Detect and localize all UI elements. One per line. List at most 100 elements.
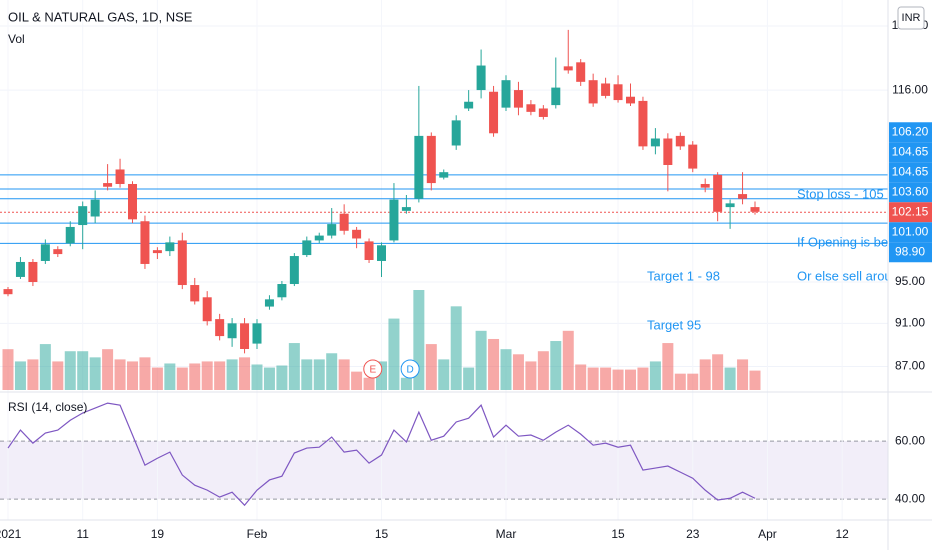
candle-body — [140, 221, 150, 264]
y-tick-label: 91.00 — [895, 315, 925, 329]
annotation: If Opening is below — [797, 234, 908, 249]
candle-body — [90, 199, 100, 217]
candle-body — [576, 62, 586, 82]
price-level-label: 106.20 — [892, 124, 929, 138]
x-tick-label: 15 — [611, 527, 625, 541]
y-tick-label: 116.00 — [892, 82, 928, 96]
volume-bar — [488, 338, 500, 390]
candle-body — [725, 203, 735, 208]
candle-body — [675, 135, 685, 147]
volume-bar — [313, 359, 325, 390]
volume-bar — [425, 344, 437, 390]
x-tick-label: Apr — [758, 527, 777, 541]
volume-bar — [263, 367, 275, 390]
volume-bar — [27, 359, 39, 390]
price-level-tag — [889, 242, 932, 263]
volume-bar — [363, 377, 375, 390]
candle-body — [464, 101, 474, 109]
candle-body — [750, 207, 760, 212]
candle-body — [314, 235, 324, 241]
volume-bar — [600, 367, 612, 390]
volume-bar — [89, 357, 101, 390]
candle-body — [202, 297, 212, 322]
volume-bar — [288, 343, 300, 390]
y-tick-label: 95.00 — [895, 274, 925, 288]
rsi-tick-label: 40.00 — [895, 491, 925, 505]
event-label: D — [407, 365, 414, 376]
price-level-label: 102.15 — [892, 204, 929, 218]
rsi-band — [0, 441, 888, 500]
candle-body — [377, 245, 386, 261]
rsi-tick-label: 60.00 — [895, 433, 925, 447]
price-level-label: 103.60 — [892, 184, 929, 198]
candle-body — [501, 80, 511, 108]
volume-bar — [737, 359, 749, 390]
volume-bar — [438, 359, 450, 390]
volume-bar — [351, 371, 363, 390]
candle-body — [526, 104, 536, 112]
candle-body — [15, 261, 25, 277]
currency[interactable]: INR — [902, 12, 921, 24]
volume-bar — [450, 306, 462, 390]
price-level-label: 101.00 — [892, 224, 929, 238]
volume-bar — [649, 361, 661, 390]
volume-bar — [201, 361, 213, 390]
volume-bar — [662, 343, 674, 390]
currency-box[interactable] — [897, 6, 925, 30]
candle-body — [613, 84, 623, 101]
candle-body — [277, 284, 287, 298]
x-tick-label: 2021 — [0, 527, 22, 541]
volume-bar — [512, 354, 524, 390]
volume-label: Vol — [8, 32, 25, 46]
candle-body — [713, 174, 723, 212]
candle-body — [302, 240, 312, 256]
candle-body — [327, 224, 337, 236]
event-badge[interactable] — [363, 359, 383, 379]
price-level-tag — [889, 122, 932, 143]
volume-bar — [699, 359, 711, 390]
candle-body — [53, 249, 63, 255]
candle-body — [3, 289, 13, 295]
candle-body — [215, 319, 225, 337]
volume-bar — [525, 361, 537, 390]
volume-bar — [674, 373, 686, 390]
candle-body — [426, 135, 436, 184]
volume-bar — [114, 359, 126, 390]
x-tick-label: 23 — [686, 527, 700, 541]
price-level-tag — [889, 142, 932, 163]
price-level-label: 104.65 — [892, 164, 929, 178]
candle-body — [700, 183, 710, 188]
candle-body — [638, 100, 648, 147]
candle-body — [489, 91, 499, 134]
volume-bar — [239, 357, 251, 390]
event-badge[interactable] — [400, 359, 420, 379]
volume-bar — [2, 349, 14, 390]
volume-bar — [562, 330, 574, 390]
volume-bar — [625, 369, 636, 390]
volume-bar — [139, 357, 151, 390]
rsi-line — [7, 402, 756, 507]
volume-bar — [77, 351, 89, 390]
candle-body — [240, 323, 250, 350]
axes: 40.0060.0087.0091.0095.00116.00124.00202… — [0, 18, 932, 541]
volume-bar — [550, 341, 562, 390]
annotation: Or else sell around — [797, 268, 906, 283]
x-tick-label: Feb — [247, 527, 268, 541]
volume-bar — [276, 365, 288, 390]
candle-body — [40, 244, 50, 261]
volume-bar — [612, 369, 624, 390]
volume-bar — [413, 290, 425, 390]
volume-bar — [39, 344, 51, 390]
x-tick-label: 15 — [375, 527, 389, 541]
candle-body — [352, 229, 362, 239]
candle-body — [252, 323, 262, 344]
candle-body — [650, 138, 660, 147]
y-tick-label: 87.00 — [895, 359, 925, 373]
candle-body — [190, 285, 200, 302]
volume-bar — [749, 370, 761, 390]
volume-bar — [102, 349, 114, 390]
volume-bar — [475, 330, 487, 390]
candle-body — [551, 87, 561, 106]
volume-bar — [388, 318, 400, 390]
